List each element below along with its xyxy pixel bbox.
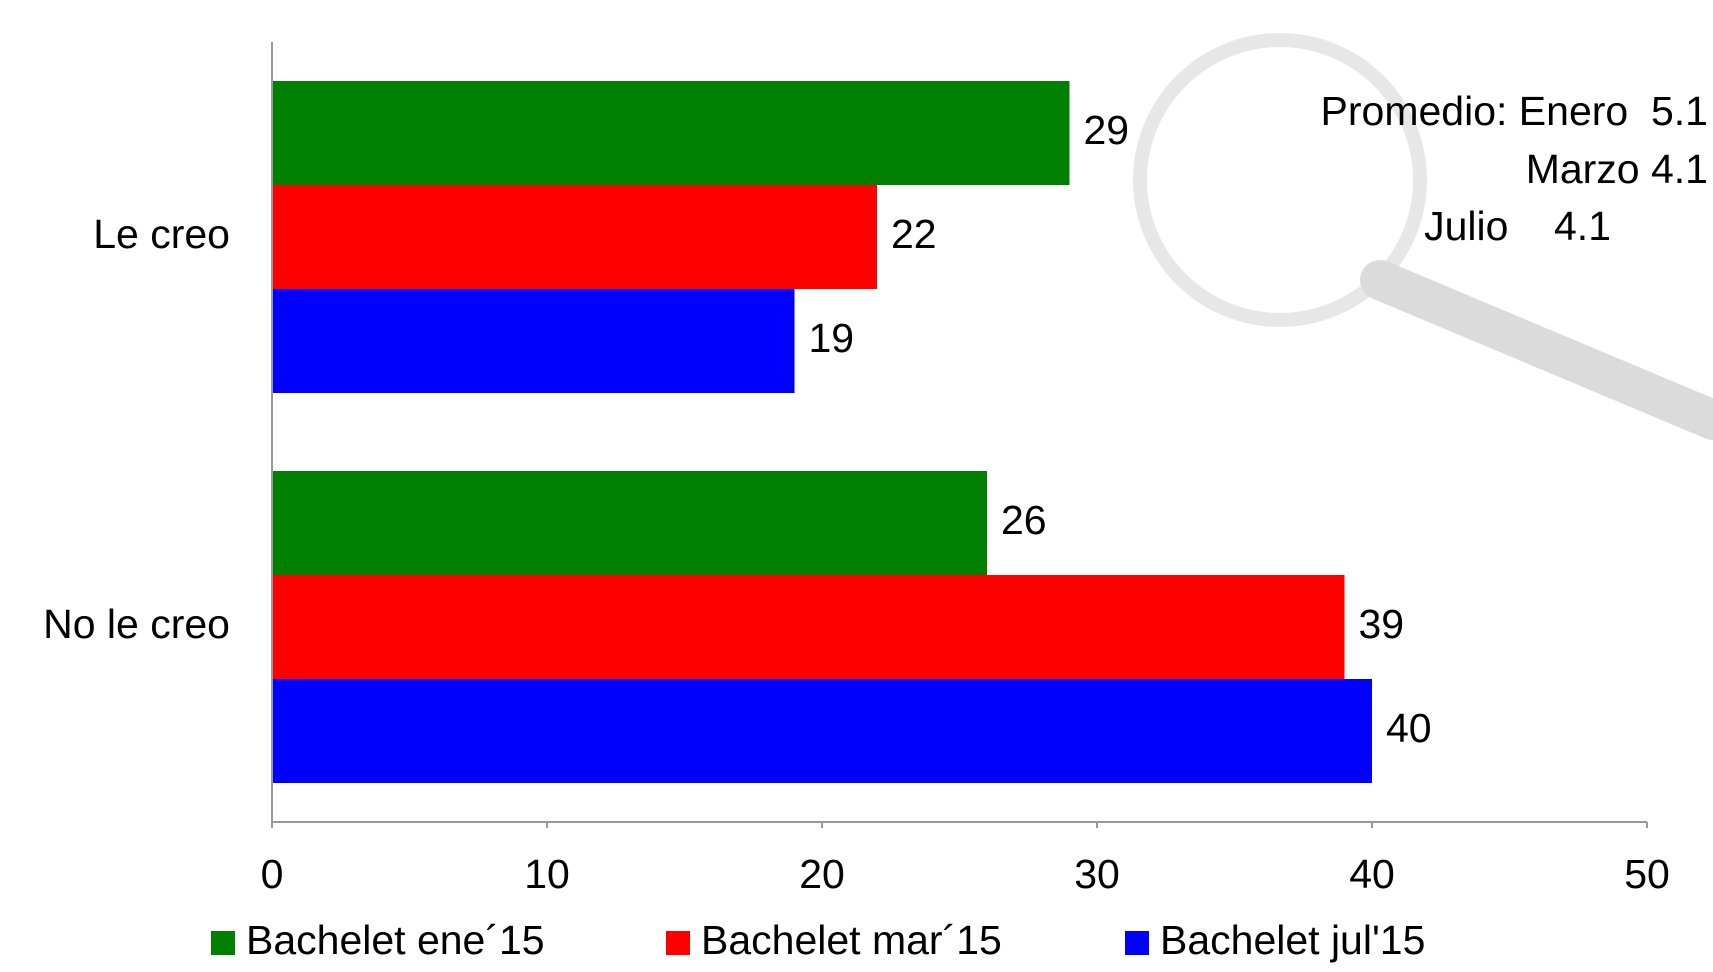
x-tick-label: 30 bbox=[1074, 851, 1120, 897]
data-label: 19 bbox=[809, 315, 855, 361]
bar bbox=[272, 679, 1372, 783]
data-label: 26 bbox=[1001, 497, 1047, 543]
legend-label: Bachelet mar´15 bbox=[701, 917, 1002, 963]
legend-swatch bbox=[666, 931, 690, 955]
x-tick-label: 20 bbox=[799, 851, 845, 897]
bar bbox=[272, 81, 1070, 185]
annotation: Promedio: Enero 5.1 bbox=[1321, 88, 1708, 134]
legend-label: Bachelet ene´15 bbox=[246, 917, 545, 963]
data-label: 39 bbox=[1359, 601, 1405, 647]
annotation: Marzo 4.1 bbox=[1526, 146, 1708, 192]
legend-label: Bachelet jul'15 bbox=[1160, 917, 1425, 963]
y-tick-label: No le creo bbox=[43, 601, 230, 647]
annotation: Julio 4.1 bbox=[1424, 203, 1611, 249]
magnifier-decoration bbox=[1133, 33, 1713, 440]
legend-swatch bbox=[1125, 931, 1149, 955]
x-tick-label: 10 bbox=[524, 851, 570, 897]
x-tick-label: 0 bbox=[261, 851, 284, 897]
legend-swatch bbox=[211, 931, 235, 955]
y-tick-label: Le creo bbox=[93, 211, 230, 257]
bar bbox=[272, 289, 795, 393]
data-label: 29 bbox=[1084, 107, 1130, 153]
bar bbox=[272, 185, 877, 289]
bar bbox=[272, 575, 1345, 679]
x-tick-label: 40 bbox=[1349, 851, 1395, 897]
data-label: 40 bbox=[1386, 705, 1432, 751]
bar bbox=[272, 471, 987, 575]
x-tick-label: 50 bbox=[1624, 851, 1670, 897]
data-label: 22 bbox=[891, 211, 937, 257]
